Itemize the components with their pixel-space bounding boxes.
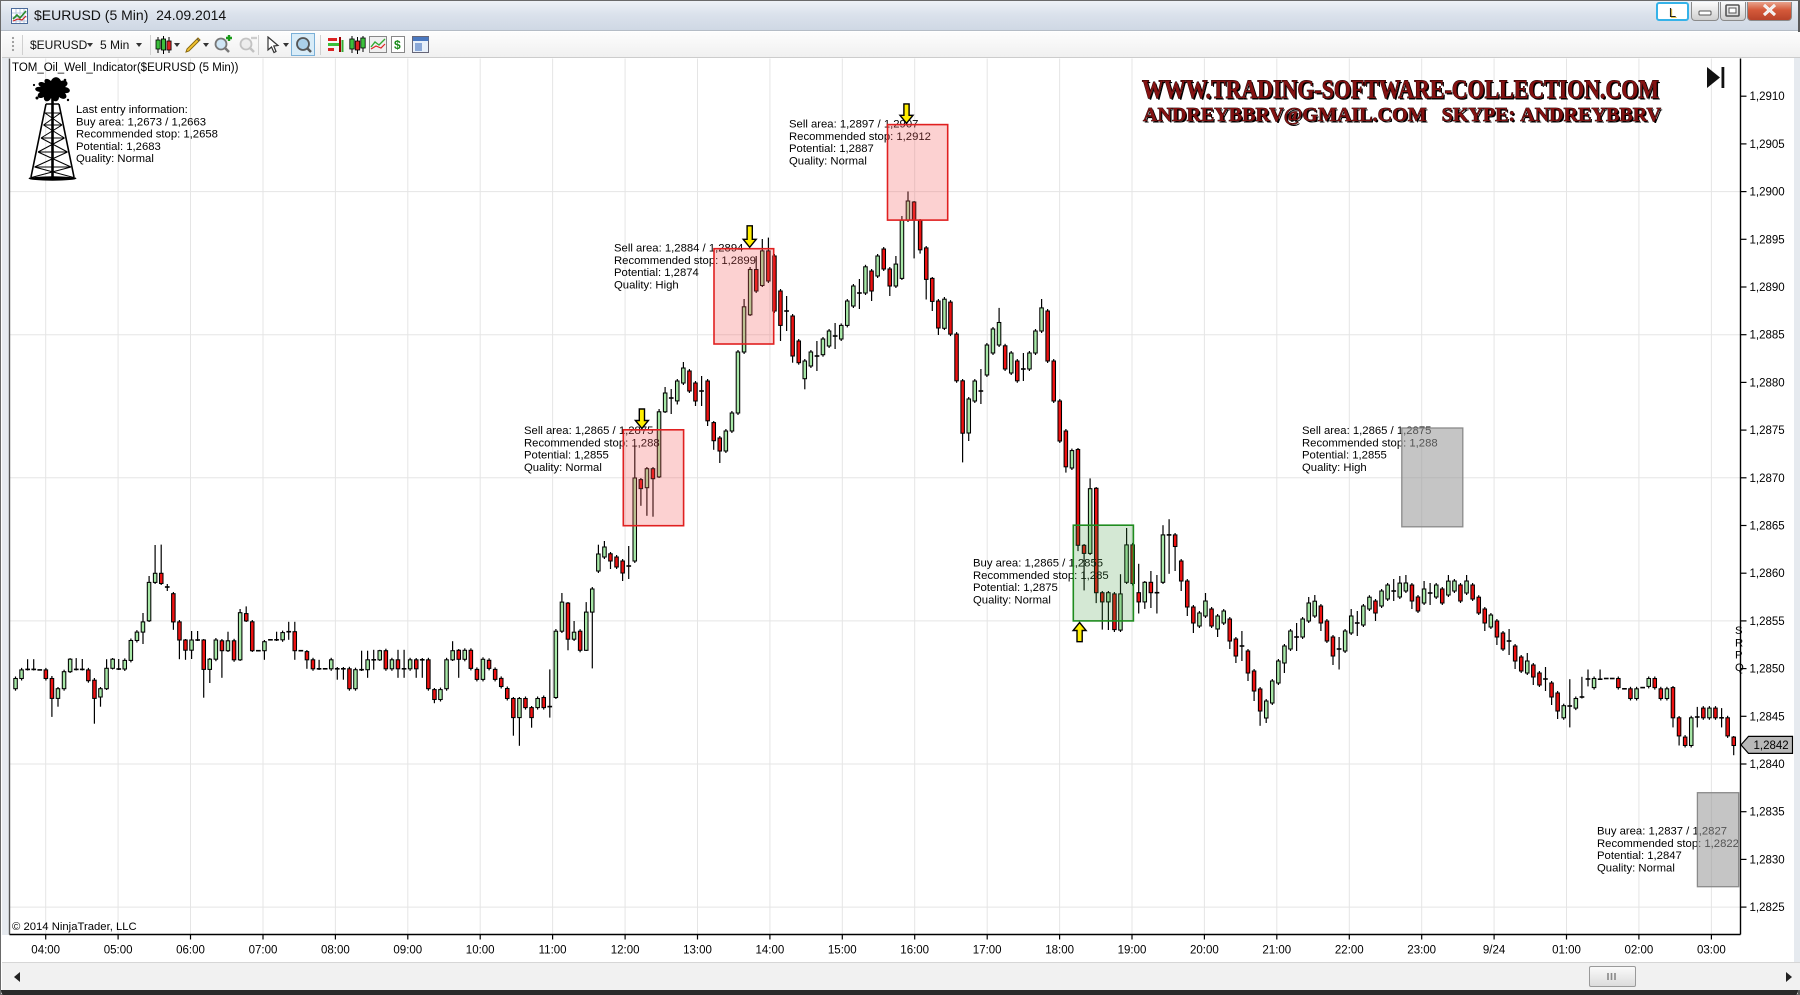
svg-text:1,2895: 1,2895 xyxy=(1750,234,1785,246)
svg-text:Quality: Normal: Quality: Normal xyxy=(1597,862,1675,874)
svg-text:ANDREYBBRV@GMAIL.COM SKYPE:: ANDREYBBRV@GMAIL.COM SKYPE: ANDREYBBRV xyxy=(1143,104,1662,126)
svg-text:1,2890: 1,2890 xyxy=(1750,282,1785,294)
svg-text:1,2855: 1,2855 xyxy=(1750,616,1785,628)
svg-text:1,2905: 1,2905 xyxy=(1750,139,1785,151)
svg-text:Potential: 1,2875: Potential: 1,2875 xyxy=(973,582,1058,594)
svg-text:1,2865: 1,2865 xyxy=(1750,521,1785,533)
svg-text:06:00: 06:00 xyxy=(176,945,205,957)
svg-text:22:00: 22:00 xyxy=(1335,945,1364,957)
svg-text:Quality: High: Quality: High xyxy=(614,279,679,291)
svg-text:Potential: 1,2855: Potential: 1,2855 xyxy=(1302,450,1387,462)
svg-text:1,2825: 1,2825 xyxy=(1750,902,1785,914)
svg-text:Recommended stop: 1,2912: Recommended stop: 1,2912 xyxy=(789,131,931,143)
svg-text:1,2840: 1,2840 xyxy=(1750,759,1785,771)
svg-text:Buy area: 1,2837 / 1,2827: Buy area: 1,2837 / 1,2827 xyxy=(1597,826,1727,838)
svg-text:05:00: 05:00 xyxy=(104,945,133,957)
svg-text:Potential: 1,2855: Potential: 1,2855 xyxy=(524,450,609,462)
svg-text:1,2910: 1,2910 xyxy=(1750,91,1785,103)
svg-text:19:00: 19:00 xyxy=(1118,945,1147,957)
svg-text:09:00: 09:00 xyxy=(393,945,422,957)
svg-text:1,2850: 1,2850 xyxy=(1750,664,1785,676)
svg-text:20:00: 20:00 xyxy=(1190,945,1219,957)
svg-text:$: $ xyxy=(394,38,401,52)
svg-text:1,2870: 1,2870 xyxy=(1750,473,1785,485)
svg-text:Recommended stop: 1,2899: Recommended stop: 1,2899 xyxy=(614,255,756,267)
svg-text:1,2835: 1,2835 xyxy=(1750,807,1785,819)
svg-text:13:00: 13:00 xyxy=(683,945,712,957)
svg-text:21:00: 21:00 xyxy=(1262,945,1291,957)
svg-text:Quality: Normal: Quality: Normal xyxy=(973,594,1051,606)
svg-text:Buy area: 1,2865 / 1,2855: Buy area: 1,2865 / 1,2855 xyxy=(973,558,1103,570)
svg-text:02:00: 02:00 xyxy=(1625,945,1654,957)
svg-text:Quality: High: Quality: High xyxy=(1302,462,1367,474)
svg-text:ANDREYBBRV@GMAIL.COM SKYPE:: ANDREYBBRV@GMAIL.COM SKYPE: ANDREYBBRV xyxy=(1145,106,1664,128)
svg-text:12:00: 12:00 xyxy=(611,945,640,957)
svg-text:1,2900: 1,2900 xyxy=(1750,187,1785,199)
svg-text:01:00: 01:00 xyxy=(1552,945,1581,957)
svg-text:TOM_Oil_Well_Indicator($EURUSD: TOM_Oil_Well_Indicator($EURUSD (5 Min)) xyxy=(12,62,239,74)
svg-text:04:00: 04:00 xyxy=(31,945,60,957)
svg-text:© 2014 NinjaTrader, LLC: © 2014 NinjaTrader, LLC xyxy=(12,921,137,933)
svg-text:Potential: 1,2683: Potential: 1,2683 xyxy=(76,141,161,153)
svg-text:Buy area: 1,2673 / 1,2663: Buy area: 1,2673 / 1,2663 xyxy=(76,116,206,128)
svg-text:15:00: 15:00 xyxy=(828,945,857,957)
svg-text:16:00: 16:00 xyxy=(900,945,929,957)
svg-text:1,2845: 1,2845 xyxy=(1750,711,1785,723)
svg-text:10:00: 10:00 xyxy=(466,945,495,957)
svg-text:18:00: 18:00 xyxy=(1045,945,1074,957)
svg-text:17:00: 17:00 xyxy=(973,945,1002,957)
svg-text:Sell area: 1,2865 / 1,2875: Sell area: 1,2865 / 1,2875 xyxy=(524,425,653,437)
svg-text:Quality: Normal: Quality: Normal xyxy=(789,155,867,167)
svg-text:Q: Q xyxy=(1735,662,1744,674)
svg-text:Potential: 1,2874: Potential: 1,2874 xyxy=(614,267,699,279)
svg-text:1,2860: 1,2860 xyxy=(1750,568,1785,580)
svg-text:Sell area: 1,2865 / 1,2875: Sell area: 1,2865 / 1,2875 xyxy=(1302,425,1431,437)
svg-text:P: P xyxy=(1735,650,1743,662)
svg-text:03:00: 03:00 xyxy=(1697,945,1726,957)
svg-text:11:00: 11:00 xyxy=(539,945,567,957)
svg-text:S: S xyxy=(1735,625,1743,637)
svg-text:1,2875: 1,2875 xyxy=(1750,425,1785,437)
svg-text:1,2842: 1,2842 xyxy=(1754,740,1789,752)
svg-text:23:00: 23:00 xyxy=(1407,945,1436,957)
svg-text:Sell area: 1,2897 / 1,2907: Sell area: 1,2897 / 1,2907 xyxy=(789,119,918,131)
svg-text:Potential: 1,2847: Potential: 1,2847 xyxy=(1597,850,1682,862)
svg-text:14:00: 14:00 xyxy=(756,945,785,957)
svg-text:Quality: Normal: Quality: Normal xyxy=(524,462,602,474)
svg-text:1,2880: 1,2880 xyxy=(1750,377,1785,389)
svg-text:Sell area: 1,2884 / 1,2894: Sell area: 1,2884 / 1,2894 xyxy=(614,243,743,255)
svg-text:Last entry information:: Last entry information: xyxy=(76,104,188,116)
svg-text:WWW.TRADING-SOFTWARE-COLLECTIO: WWW.TRADING-SOFTWARE-COLLECTION.COM xyxy=(1142,75,1659,104)
svg-text:Recommended stop: 1,285: Recommended stop: 1,285 xyxy=(973,570,1109,582)
svg-text:Quality: Normal: Quality: Normal xyxy=(76,153,154,165)
svg-text:9/24: 9/24 xyxy=(1483,945,1506,957)
svg-text:R: R xyxy=(1735,637,1743,649)
svg-text:08:00: 08:00 xyxy=(321,945,350,957)
svg-text:Recommended stop: 1,288: Recommended stop: 1,288 xyxy=(524,437,660,449)
svg-text:Potential: 1,2887: Potential: 1,2887 xyxy=(789,143,874,155)
svg-text:1,2885: 1,2885 xyxy=(1750,330,1785,342)
svg-text:1,2830: 1,2830 xyxy=(1750,854,1785,866)
svg-text:Recommended stop: 1,2658: Recommended stop: 1,2658 xyxy=(76,129,218,141)
svg-text:WWW.TRADING-SOFTWARE-COLLECTIO: WWW.TRADING-SOFTWARE-COLLECTION.COM xyxy=(1144,77,1661,106)
svg-text:07:00: 07:00 xyxy=(249,945,278,957)
